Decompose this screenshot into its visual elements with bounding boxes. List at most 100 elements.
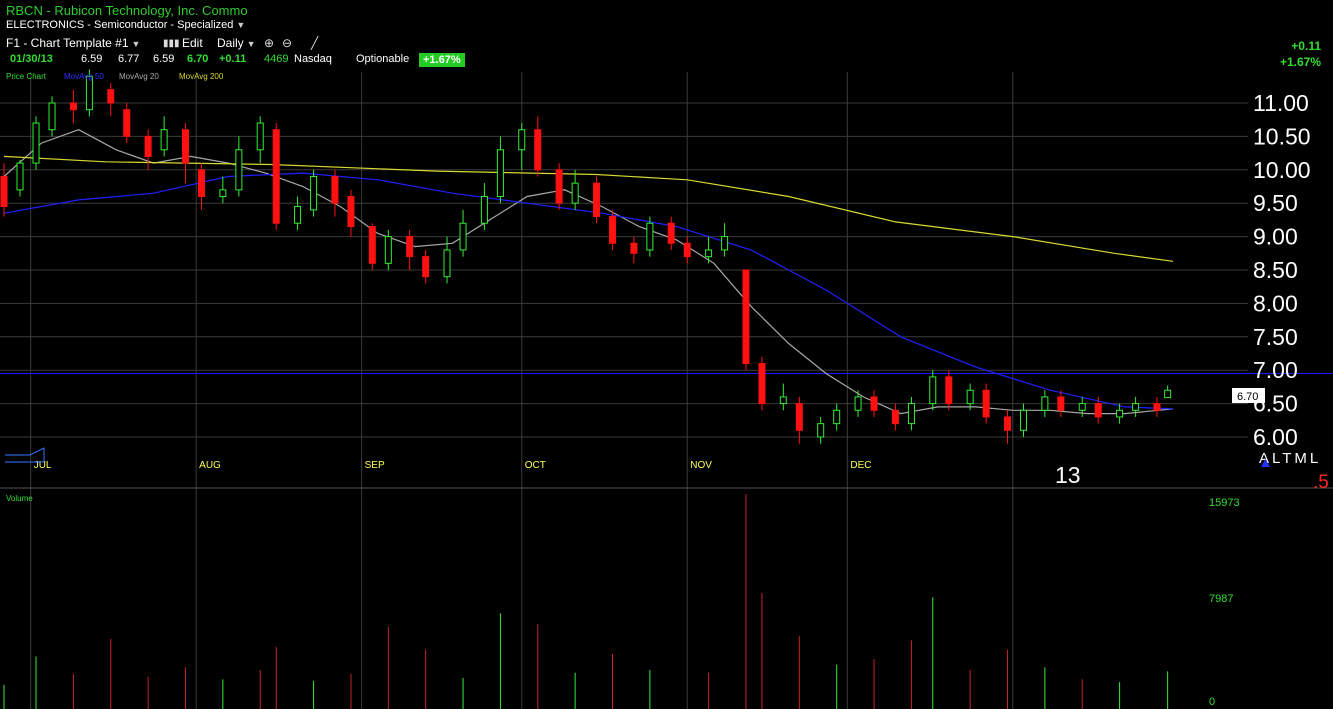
sector-label: ELECTRONICS - Semiconductor - Specialize…	[6, 19, 234, 31]
candle-body	[795, 403, 803, 431]
period-label: Daily	[217, 36, 244, 50]
y-tick-label: 11.00	[1253, 90, 1309, 116]
axis-labels: 11.00 10.50 10.00 9.50 9.00 8.50 8.00 7.50 7.00 6…	[34, 90, 1311, 708]
candle-body	[384, 236, 392, 264]
pct-change-badge: +1.67%	[419, 53, 465, 67]
volume-tick-label: 7987	[1209, 593, 1233, 605]
sector-selector[interactable]: ELECTRONICS - Semiconductor - Specialize…	[6, 19, 245, 31]
chart-header: RBCN - Rubicon Technology, Inc. Commo EL…	[0, 0, 1333, 72]
candle-body	[609, 216, 617, 244]
series-movavg-200	[3, 155, 1174, 262]
candle-body	[422, 256, 430, 278]
symbol-title[interactable]: RBCN - Rubicon Technology, Inc. Commo	[6, 3, 248, 18]
quote-exchange: Nasdaq	[294, 53, 332, 65]
quote-change: +0.11	[219, 53, 247, 65]
candle-body	[331, 175, 339, 204]
candle-body	[69, 102, 77, 111]
candle-body	[181, 129, 189, 164]
draw-line-icon[interactable]: ╱	[311, 36, 319, 50]
period-selector[interactable]: Daily ▼	[217, 36, 256, 50]
x-tick-label: OCT	[525, 460, 546, 471]
candle-body	[1020, 409, 1028, 431]
candle-body	[294, 206, 302, 224]
scroll-handle-icon[interactable]	[5, 447, 45, 463]
volume-tick-label: 15973	[1209, 497, 1240, 509]
candle-body	[235, 149, 243, 191]
legend-ma20: MovAvg 20	[119, 72, 159, 81]
candle-body	[310, 175, 318, 211]
legend-ma50: MovAvg 50	[64, 72, 104, 81]
edit-button[interactable]: Edit	[182, 36, 203, 50]
moving-average-lines	[3, 129, 1174, 415]
quote-close: 6.70	[187, 53, 209, 65]
y-tick-label: 10.50	[1253, 123, 1311, 149]
zoom-in-icon[interactable]: ⊕	[264, 36, 275, 50]
right-pct-change: +1.67%	[1279, 55, 1321, 69]
candle-body	[742, 269, 750, 365]
candle-body	[929, 376, 937, 405]
x-tick-label: AUG	[199, 460, 221, 471]
candle-body	[1094, 403, 1102, 418]
candle-body	[85, 75, 93, 111]
template-label: F1 - Chart Template #1	[6, 36, 129, 50]
y-tick-label: 9.50	[1253, 190, 1298, 216]
candle-body	[571, 182, 579, 204]
candle-body	[1057, 396, 1065, 411]
candle-body	[16, 162, 24, 191]
grid-lines	[0, 72, 1333, 709]
chevron-down-icon[interactable]: ▼	[246, 39, 256, 49]
y-tick-label: 9.00	[1253, 224, 1298, 250]
y-tick-label: 8.50	[1253, 257, 1298, 283]
candle-body	[272, 129, 280, 224]
candle-body	[1078, 403, 1086, 411]
year-label: 13	[1055, 462, 1081, 488]
chevron-down-icon[interactable]: ▼	[236, 20, 246, 30]
y-tick-label: 8.00	[1253, 290, 1298, 316]
x-tick-label: SEP	[365, 460, 385, 471]
candle-body	[705, 249, 713, 258]
candle-body	[496, 149, 504, 198]
candle-body	[1153, 403, 1161, 411]
y-tick-label: 7.50	[1253, 324, 1298, 350]
volume-bars	[3, 494, 1169, 709]
candle-body	[197, 169, 205, 198]
candle-body	[555, 169, 563, 204]
optionable-label: Optionable	[356, 53, 410, 65]
series-movavg-20	[3, 129, 1174, 415]
x-tick-label: NOV	[690, 460, 712, 471]
y-tick-label: 6.00	[1253, 424, 1298, 450]
candle-body	[982, 389, 990, 418]
quote-volume: 4469	[264, 53, 289, 65]
y-tick-label: 7.00	[1253, 357, 1298, 383]
candle-body	[1132, 403, 1140, 411]
bar-chart-icon[interactable]: ▮▮▮	[163, 38, 180, 49]
candle-body	[518, 129, 526, 151]
candle-body	[534, 129, 542, 171]
candle-body	[630, 242, 638, 254]
x-tick-label: JUL	[34, 460, 52, 471]
candlesticks	[0, 69, 1172, 444]
chevron-down-icon[interactable]: ▼	[131, 39, 141, 49]
candle-body	[907, 403, 915, 425]
candle-body	[48, 102, 56, 131]
volume-tick-label: 0	[1209, 696, 1215, 708]
template-selector[interactable]: F1 - Chart Template #1 ▼	[6, 36, 140, 50]
candle-body	[107, 89, 115, 104]
candle-body	[667, 222, 675, 244]
last-price-box	[1232, 388, 1265, 403]
candle-body	[443, 249, 451, 278]
zoom-out-icon[interactable]: ⊖	[282, 36, 293, 50]
half-label: .5	[1313, 472, 1329, 493]
candle-body	[966, 389, 974, 405]
altml-label[interactable]: ALTML	[1259, 450, 1321, 467]
candle-body	[646, 222, 654, 251]
candle-body	[592, 182, 600, 218]
candle-body	[32, 122, 40, 164]
quote-high: 6.77	[118, 53, 140, 65]
candle-body	[854, 396, 862, 411]
x-tick-label: DEC	[850, 460, 871, 471]
candle-body	[758, 363, 766, 405]
legend-ma200: MovAvg 200	[179, 72, 224, 81]
last-price-label: 6.70	[1237, 391, 1258, 403]
